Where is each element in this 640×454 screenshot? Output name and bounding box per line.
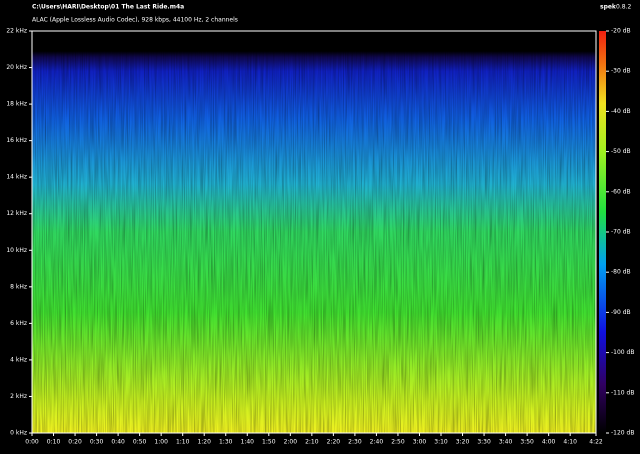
- x-tick-label: 2:10: [305, 439, 319, 446]
- x-tick-label: 0:10: [47, 439, 61, 446]
- x-tick-label: 3:50: [520, 439, 534, 446]
- x-tick-label: 2:40: [370, 439, 384, 446]
- y-tick-label: 16 kHz: [6, 137, 27, 144]
- x-tick-label: 0:50: [133, 439, 147, 446]
- color-bar-label: -110 dB: [611, 389, 634, 396]
- x-tick-label: 0:00: [25, 439, 39, 446]
- y-tick-label: 2 kHz: [10, 393, 27, 400]
- y-tick-label: 10 kHz: [6, 247, 27, 254]
- y-tick-label: 18 kHz: [6, 101, 27, 108]
- color-bar-label: -120 dB: [611, 430, 634, 437]
- color-bar-label: -80 dB: [611, 269, 631, 276]
- color-bar-label: -100 dB: [611, 349, 634, 356]
- x-tick-label: 3:10: [434, 439, 448, 446]
- x-tick-label: 1:10: [176, 439, 190, 446]
- x-tick-label: 3:30: [477, 439, 491, 446]
- x-tick-label: 0:40: [111, 439, 125, 446]
- color-bar-label: -30 dB: [611, 68, 631, 75]
- x-tick-label: 2:00: [284, 439, 298, 446]
- x-tick-label: 1:40: [241, 439, 255, 446]
- x-tick-label: 2:30: [348, 439, 362, 446]
- y-tick-label: 8 kHz: [10, 283, 27, 290]
- y-tick-label: 12 kHz: [6, 210, 27, 217]
- x-tick-label: 1:00: [154, 439, 168, 446]
- y-tick-label: 4 kHz: [10, 356, 27, 363]
- color-bar-label: -50 dB: [611, 148, 631, 155]
- app-version: 0.8.2: [616, 4, 631, 11]
- x-tick-label: 4:22: [589, 439, 603, 446]
- color-bar-label: -20 dB: [611, 28, 631, 35]
- color-bar-label: -70 dB: [611, 229, 631, 236]
- app-name: spek: [600, 4, 617, 11]
- y-tick-label: 20 kHz: [6, 64, 27, 71]
- y-tick-label: 14 kHz: [6, 174, 27, 181]
- spectrum-texture: [32, 31, 596, 433]
- color-bar: [599, 31, 606, 433]
- y-tick-label: 6 kHz: [10, 320, 27, 327]
- x-tick-label: 1:50: [262, 439, 276, 446]
- x-tick-label: 4:10: [563, 439, 577, 446]
- file-info: ALAC (Apple Lossless Audio Codec), 928 k…: [32, 17, 238, 24]
- x-tick-label: 3:00: [413, 439, 427, 446]
- color-bar-label: -90 dB: [611, 309, 631, 316]
- color-bar-label: -40 dB: [611, 108, 631, 115]
- y-tick-label: 0 kHz: [10, 430, 27, 437]
- x-tick-label: 2:20: [327, 439, 341, 446]
- x-tick-label: 4:00: [542, 439, 556, 446]
- spectrogram: [31, 30, 597, 434]
- x-tick-label: 3:20: [456, 439, 470, 446]
- file-path: C:\Users\HARI\Desktop\01 The Last Ride.m…: [32, 4, 184, 11]
- x-tick-label: 2:50: [391, 439, 405, 446]
- x-tick-label: 0:30: [90, 439, 104, 446]
- plot-frame: [31, 30, 597, 434]
- x-tick-label: 1:20: [197, 439, 211, 446]
- x-tick-label: 1:30: [219, 439, 233, 446]
- x-tick-label: 0:20: [68, 439, 82, 446]
- color-bar-label: -60 dB: [611, 188, 631, 195]
- y-tick-label: 22 kHz: [6, 28, 27, 35]
- x-tick-label: 3:40: [499, 439, 513, 446]
